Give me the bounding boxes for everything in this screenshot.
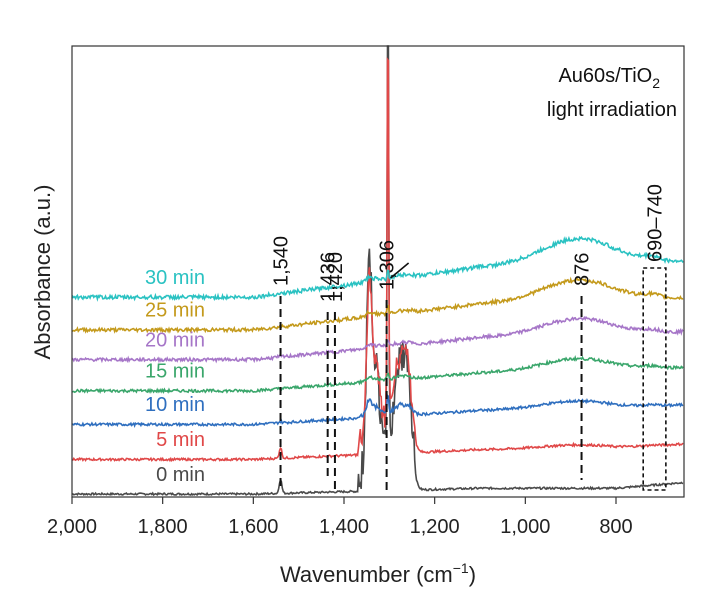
inset-title-line1: Au60s/TiO2 (558, 65, 660, 91)
peak-label-1420: 1,420 (325, 252, 347, 302)
x-axis-title-sup: −1 (453, 560, 469, 576)
x-tick-label-1800: 1,800 (138, 516, 188, 538)
x-tick-label-1400: 1,400 (319, 516, 369, 538)
peak-label-1436: 1,436 (318, 252, 340, 302)
series-label-15-min: 15 min (145, 361, 205, 383)
series-labels: 0 min 5 min 10 min 15 min 20 min 25 min 30 min (145, 267, 205, 486)
series-line-15-min (71, 354, 684, 394)
x-tick-label-1200: 1,200 (410, 516, 460, 538)
inset-title-subscript: 2 (652, 75, 660, 91)
series-line-20-min (71, 315, 684, 364)
x-tick-label-2000: 2,000 (47, 516, 97, 538)
x-axis-ticks: 2,000 1,800 1,600 1,400 1,200 1,000 800 (47, 497, 633, 538)
region-label-690-740: 690–740 (645, 184, 667, 262)
peak-label-1540: 1,540 (271, 236, 293, 286)
region-box-690-740 (642, 267, 667, 491)
series-label-10-min: 10 min (145, 394, 205, 416)
peak-arrow-1306 (390, 262, 410, 279)
inset-title-line2: light irradiation (547, 99, 677, 121)
x-tick-label-1000: 1,000 (500, 516, 550, 538)
x-axis-title: Wavenumber (cm−1) (280, 560, 476, 587)
series-label-5-min: 5 min (156, 429, 205, 451)
series-label-25-min: 25 min (145, 300, 205, 322)
x-axis-title-end: ) (469, 562, 476, 587)
x-tick-label-800: 800 (599, 516, 632, 538)
series-line-25-min (71, 276, 684, 334)
peak-label-876: 876 (572, 253, 594, 286)
inset-title-main: Au60s/TiO (558, 65, 652, 87)
series-label-30-min: 30 min (145, 267, 205, 289)
series-label-20-min: 20 min (145, 329, 205, 351)
series-label-0-min: 0 min (156, 464, 205, 486)
x-tick-label-1600: 1,600 (228, 516, 278, 538)
spectra-curves (71, 45, 684, 497)
x-axis-title-main: Wavenumber (cm (280, 562, 453, 587)
series-line-30-min (71, 235, 684, 302)
plot-frame (71, 45, 685, 498)
y-axis-title: Absorbance (a.u.) (30, 185, 55, 360)
peak-label-1306: 1,306 (377, 240, 399, 290)
